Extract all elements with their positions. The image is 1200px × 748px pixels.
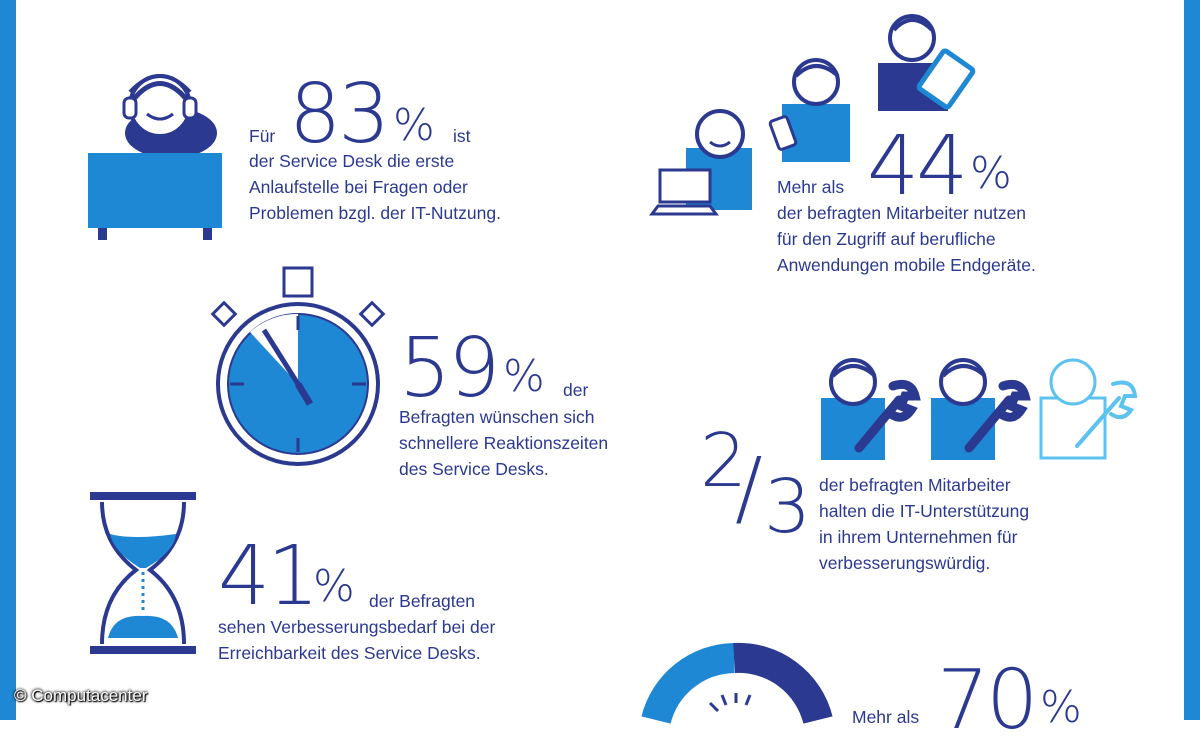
stat-70-unit: % (1040, 682, 1082, 733)
stat-2-3-line: verbesserungswürdig. (819, 553, 991, 573)
stat-70-value: 70 (937, 653, 1038, 748)
headset-person-at-desk-icon (88, 74, 222, 240)
stat-41-value: 41 (218, 529, 319, 624)
stat-83-line: Anlaufstelle bei Fragen oder (249, 177, 468, 197)
stat-41-unit: % (313, 561, 355, 612)
stat-44-value: 44 (867, 119, 968, 214)
left-frame-border (0, 0, 16, 720)
stat-59-value: 59 (399, 321, 500, 416)
stat-59-line: des Service Desks. (399, 459, 549, 479)
stat-44-prefix: Mehr als (777, 177, 845, 197)
stat-83-suffix: ist (453, 126, 471, 146)
people-with-devices-icon (649, 14, 976, 216)
stat-2-3-numerator: 2 (700, 418, 747, 504)
people-with-wrenches-icon (821, 358, 1138, 460)
stat-44-line: der befragten Mitarbeiter nutzen (777, 203, 1027, 223)
stat-83-unit: % (393, 100, 435, 151)
stat-41-suffix: der Befragten (369, 591, 476, 611)
copyright-notice: © Computacenter (14, 686, 148, 705)
stat-83-prefix: Für (249, 126, 276, 146)
stat-2-3-denominator: 3 (764, 464, 811, 550)
stat-2-3-slash: / (735, 441, 763, 536)
stat-2-3-line: in ihrem Unternehmen für (819, 527, 1018, 547)
stat-41-line: Erreichbarkeit des Service Desks. (218, 643, 481, 663)
stat-59-unit: % (503, 351, 545, 402)
stat-2-3-line: halten die IT-Unterstützung (819, 501, 1030, 521)
stat-83-line: der Service Desk die erste (249, 151, 455, 171)
right-frame-border (1184, 0, 1200, 720)
stat-44-line: Anwendungen mobile Endgeräte. (777, 255, 1036, 275)
stat-83-value: 83 (289, 67, 390, 162)
donut-gauge-icon (641, 642, 833, 725)
stat-44-line: für den Zugriff auf berufliche (777, 229, 996, 249)
stat-70-prefix: Mehr als (852, 707, 920, 727)
stat-41-line: sehen Verbesserungsbedarf bei der (218, 617, 496, 637)
stat-59-line: Befragten wünschen sich (399, 407, 595, 427)
stat-59-suffix: der (563, 380, 589, 400)
stat-83-line: Problemen bzgl. der IT-Nutzung. (249, 203, 501, 223)
stat-44-unit: % (970, 148, 1012, 199)
stat-2-3-line: der befragten Mitarbeiter (819, 475, 1011, 495)
hourglass-icon (90, 492, 196, 654)
stopwatch-icon (210, 266, 386, 466)
stat-59-line: schnellere Reaktionszeiten (399, 433, 609, 453)
